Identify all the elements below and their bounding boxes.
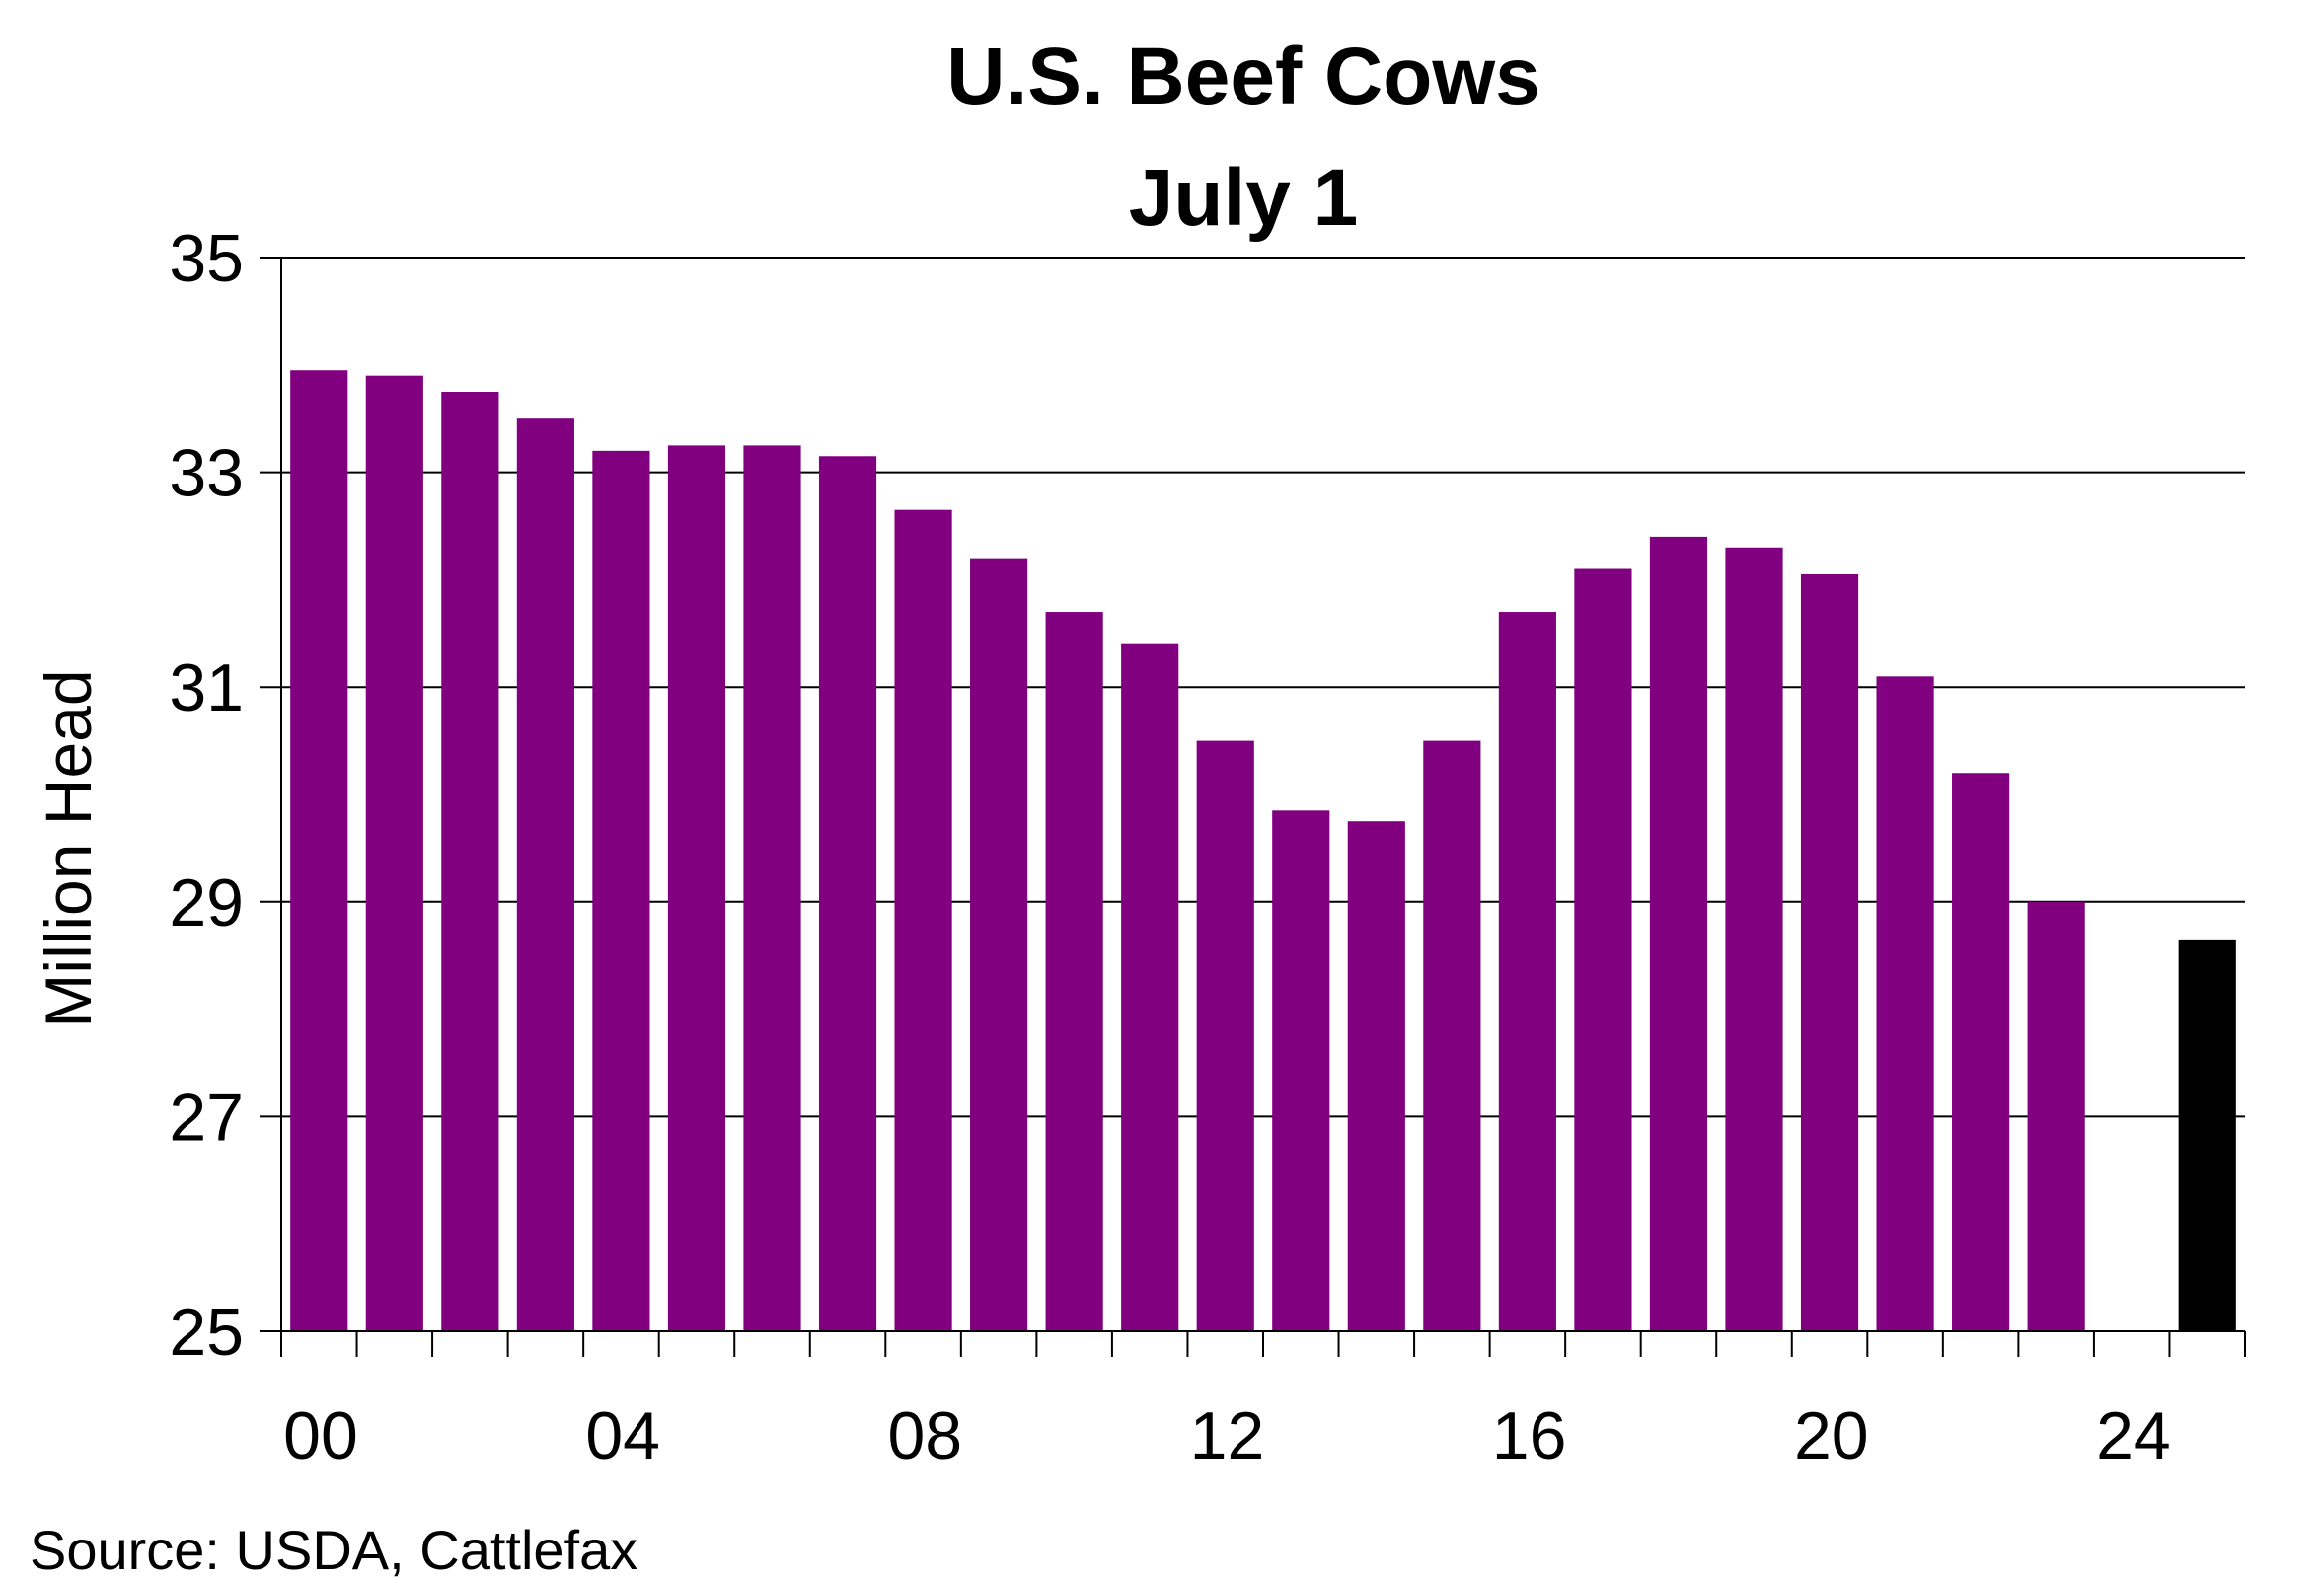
bar-03 <box>516 418 574 1331</box>
bar-21 <box>1876 676 1934 1331</box>
bar-22 <box>1952 773 2010 1331</box>
bar-18 <box>1649 536 1708 1331</box>
y-tick-label: 29 <box>169 865 244 940</box>
bar-00 <box>290 370 348 1331</box>
y-tick-label: 27 <box>169 1080 244 1155</box>
bar-14 <box>1347 821 1405 1331</box>
bar-19 <box>1725 547 1783 1331</box>
bar-09 <box>970 558 1028 1331</box>
bar-13 <box>1272 810 1330 1331</box>
bar-10 <box>1045 612 1103 1331</box>
x-tick-label: 04 <box>585 1398 660 1473</box>
bar-25 <box>2178 939 2236 1331</box>
x-tick-label: 24 <box>2096 1398 2171 1473</box>
x-tick-label: 12 <box>1190 1398 1265 1473</box>
bar-07 <box>818 456 877 1331</box>
y-axis-label: Million Head <box>32 669 105 1027</box>
bar-02 <box>441 392 499 1331</box>
bar-06 <box>743 445 801 1331</box>
bar-20 <box>1800 573 1859 1331</box>
x-tick-label: 16 <box>1492 1398 1567 1473</box>
x-tick-label: 00 <box>283 1398 358 1473</box>
y-tick-label: 33 <box>169 436 244 511</box>
bar-04 <box>592 450 650 1332</box>
y-tick-label: 35 <box>169 221 244 296</box>
bar-01 <box>365 375 423 1331</box>
axes <box>280 258 2246 1357</box>
bar-11 <box>1121 643 1179 1331</box>
bar-05 <box>667 445 726 1331</box>
bar-17 <box>1574 568 1632 1331</box>
bar-16 <box>1498 612 1556 1331</box>
y-tick-label: 25 <box>169 1295 244 1370</box>
bar-08 <box>894 509 952 1331</box>
y-tick-label: 31 <box>169 650 244 725</box>
chart-title: U.S. Beef Cows <box>946 32 1539 121</box>
x-tick-labels: 00 04 08 12 16 20 24 <box>283 1398 2171 1473</box>
source-note: Source: USDA, Cattlefax <box>30 1519 637 1579</box>
bars <box>290 370 2236 1332</box>
y-tick-labels: 25 27 29 31 33 35 <box>169 221 244 1370</box>
bar-23 <box>2027 901 2085 1331</box>
chart-subtitle: July 1 <box>1129 153 1358 243</box>
bar-12 <box>1196 740 1254 1331</box>
x-tick-label: 08 <box>887 1398 962 1473</box>
x-tick-label: 20 <box>1794 1398 1869 1473</box>
bar-15 <box>1423 740 1481 1331</box>
